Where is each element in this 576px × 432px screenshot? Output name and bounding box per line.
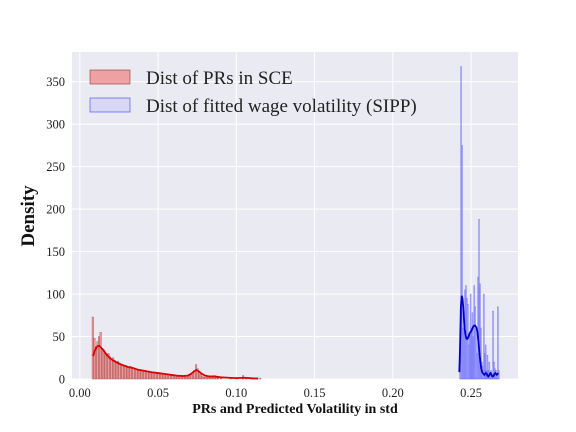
histogram-bar [93, 338, 96, 380]
histogram-bar [171, 375, 174, 380]
histogram-bar [160, 373, 163, 380]
histogram-bar [187, 376, 190, 380]
histogram-bar [137, 369, 140, 380]
legend-swatch-sce [89, 69, 131, 85]
x-tick-label: 0.05 [147, 386, 169, 400]
histogram-bar [109, 356, 112, 380]
y-tick-label: 0 [59, 373, 65, 387]
histogram-bar [484, 344, 487, 380]
histogram-bar [483, 293, 485, 380]
histogram-bar [138, 369, 141, 380]
histogram-bar [165, 374, 168, 380]
series-sce-kde-line [92, 344, 259, 380]
histogram-bar [259, 377, 262, 380]
histogram-bar [202, 377, 205, 380]
histogram-bar [212, 377, 215, 380]
histogram-bar [104, 352, 107, 380]
histogram-bar [110, 358, 113, 380]
histogram-bar [101, 348, 104, 380]
histogram-bar [99, 332, 102, 380]
histogram-bar [126, 366, 129, 380]
y-tick-label: 150 [46, 245, 65, 259]
histogram-bar [166, 374, 169, 380]
histogram-bar [486, 355, 489, 380]
legend-label-sipp: Dist of fitted wage volatility (SIPP) [146, 96, 417, 117]
x-axis-ticks: 0.00 0.05 0.10 0.15 0.20 0.25 [69, 386, 482, 400]
histogram-bar [105, 355, 108, 380]
histogram-bar [184, 376, 187, 380]
plot-area [72, 52, 518, 379]
histogram-bar [124, 365, 127, 380]
histogram-bar [488, 361, 491, 380]
histogram-bar [132, 367, 135, 380]
histogram-bar [118, 362, 121, 380]
histogram-bar [154, 372, 157, 380]
y-tick-label: 350 [46, 75, 65, 89]
histogram-bar [170, 375, 173, 380]
series-sipp-kde-line [458, 295, 500, 378]
grid [72, 52, 518, 380]
histogram-bar [130, 367, 133, 380]
histogram-bar [140, 370, 143, 380]
x-tick-label: 0.25 [460, 386, 482, 400]
histogram-bar [498, 370, 500, 380]
legend-swatch-sipp [89, 97, 131, 113]
histogram-bar [220, 377, 223, 380]
x-tick-label: 0.10 [225, 386, 247, 400]
histogram-bar [127, 366, 130, 380]
histogram-bar [163, 374, 166, 380]
histogram-bar [176, 376, 179, 380]
histogram-bar [497, 306, 499, 380]
histogram-bar [185, 377, 188, 380]
histogram-bar [204, 377, 207, 380]
histogram-bar [141, 370, 144, 380]
x-tick-label: 0.20 [382, 386, 404, 400]
histogram-bar [201, 376, 204, 380]
y-tick-label: 100 [46, 288, 65, 302]
histogram-bar [188, 375, 191, 380]
histogram-bar [145, 371, 148, 380]
histogram-bar [91, 316, 94, 380]
histogram-bar [191, 372, 194, 380]
histogram-bar [146, 371, 149, 380]
histogram-bar [149, 372, 152, 380]
histogram-bar [480, 327, 482, 380]
x-axis-label: PRs and Predicted Volatility in std [192, 402, 398, 417]
x-tick-label: 0.15 [304, 386, 326, 400]
histogram-bar [119, 363, 122, 380]
histogram-bar [199, 374, 202, 380]
histogram-bar [98, 336, 101, 380]
y-tick-label: 50 [53, 330, 66, 344]
histogram-bar [134, 368, 137, 380]
histogram-bar [195, 364, 198, 380]
histogram-bar [467, 304, 469, 380]
histogram-bar [179, 376, 182, 380]
legend-label-sce: Dist of PRs in SCE [146, 68, 293, 89]
histogram-bar [217, 377, 219, 380]
histogram-bar [207, 377, 210, 380]
series-sce-bars [91, 316, 262, 380]
histogram-bar [115, 361, 118, 380]
x-tick-label: 0.00 [69, 386, 91, 400]
histogram-bar [113, 360, 116, 380]
y-tick-label: 300 [46, 118, 65, 132]
y-tick-label: 200 [46, 203, 65, 217]
histogram-bar [159, 373, 162, 380]
y-tick-label: 250 [46, 160, 65, 174]
histogram-bar [102, 349, 105, 380]
y-axis-ticks: 0 50 100 150 200 250 300 350 [46, 75, 65, 386]
histogram-bar [121, 364, 124, 380]
legend: Dist of PRs in SCE Dist of fitted wage v… [89, 68, 417, 117]
histogram-bar [209, 377, 212, 380]
y-axis-label: Density [18, 185, 39, 247]
histogram-bar [177, 376, 180, 380]
histogram-bar [123, 365, 126, 380]
histogram-bar [190, 374, 193, 380]
histogram-bar [461, 145, 463, 380]
histogram-bar [492, 310, 494, 380]
